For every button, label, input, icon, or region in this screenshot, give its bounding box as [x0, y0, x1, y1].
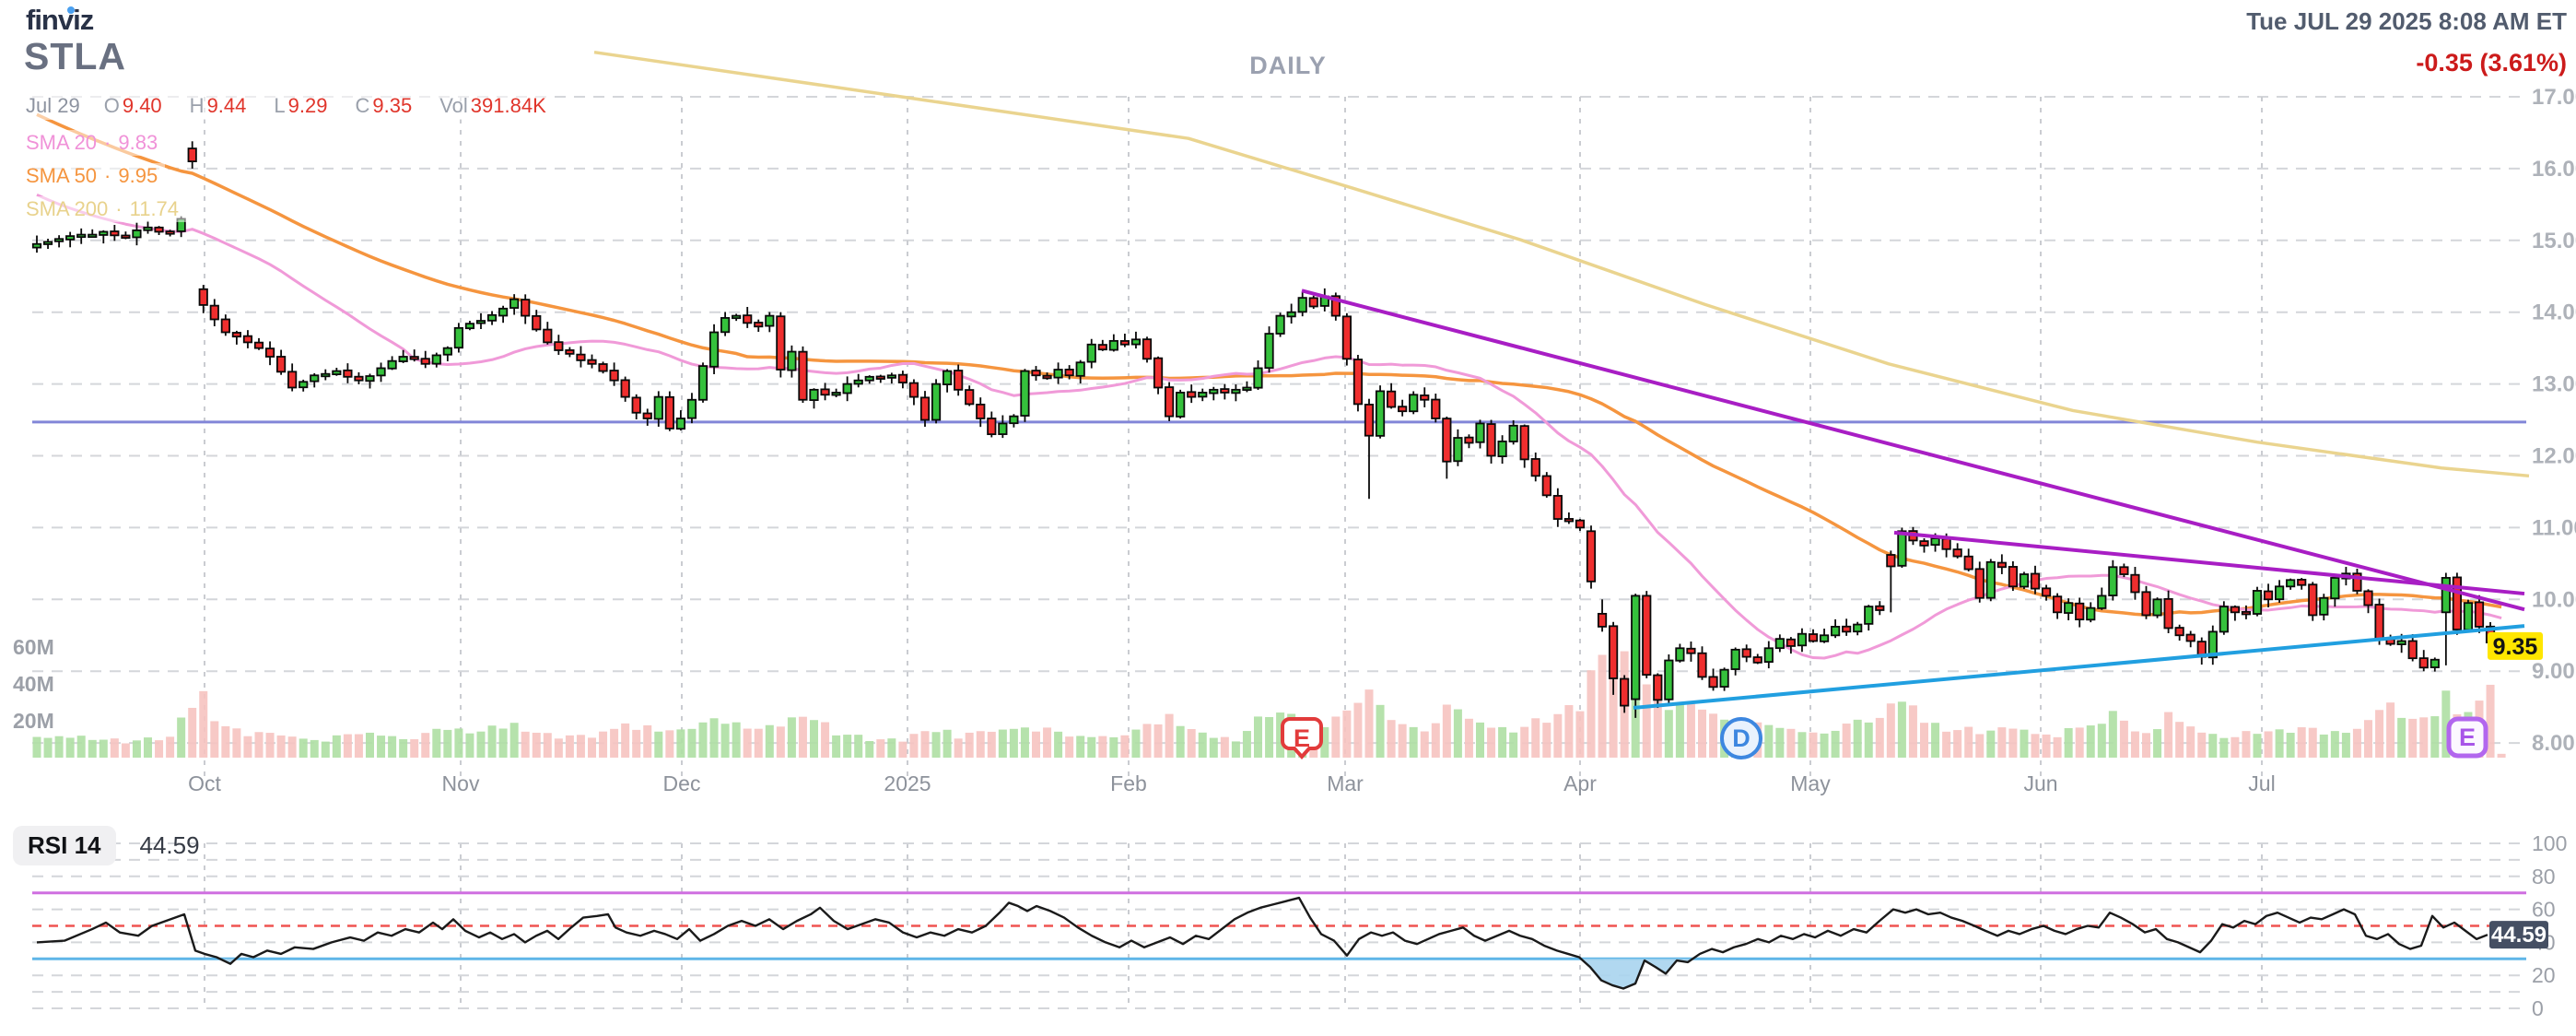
volume-tick-label: 60M [13, 635, 54, 659]
svg-text:D: D [1732, 724, 1751, 752]
month-label: Mar [1327, 771, 1364, 795]
header-right: Tue JUL 29 2025 8:08 AM ET -0.35 (3.61%) [2246, 0, 2567, 77]
month-label: Jun [2023, 771, 2057, 795]
high-value: 9.44 [206, 94, 247, 117]
price-tick-label: 11.00 [2532, 515, 2576, 540]
price-tick-label: 16.00 [2532, 157, 2576, 182]
rsi-tick-label: 0 [2532, 996, 2544, 1020]
candlesticks[interactable] [31, 141, 2507, 718]
volume-label: Vol [439, 94, 468, 117]
price-axis-labels: 17.00 16.00 15.00 14.00 13.00 12.00 11.00 10.00… [2532, 85, 2576, 756]
sma20-label: SMA 20 [26, 131, 98, 154]
price-tick-label: 8.00 [2532, 731, 2575, 756]
earnings-marker[interactable] [1281, 717, 1323, 760]
sma200-legend: SMA 200 · 11.74 [26, 196, 187, 222]
sma20-value: 9.83 [118, 131, 158, 154]
ticker-symbol: STLA [24, 35, 127, 77]
price-tick-label: 12.00 [2532, 444, 2576, 469]
rsi-tick-label: 100 [2532, 831, 2567, 855]
month-label: Oct [188, 771, 221, 795]
month-label: Apr [1563, 771, 1597, 795]
price-gridlines [32, 96, 2526, 745]
rsi-line [36, 896, 2488, 990]
price-tick-label: 14.00 [2532, 300, 2576, 325]
month-axis-labels[interactable]: Oct Nov Dec 2025 Feb Mar Apr May Jun Jul [188, 771, 2276, 795]
month-label: Dec [663, 771, 701, 795]
rsi-current-value: 44.59 [139, 831, 200, 859]
rsi-value-badge: 44.59 [2489, 921, 2548, 949]
volume-value: 391.84K [470, 94, 546, 117]
rsi-tick-label: 60 [2532, 898, 2556, 922]
sma200-label: SMA 200 [26, 197, 109, 220]
rsi-badge-label: 44.59 [2491, 923, 2547, 948]
price-tick-label: 13.00 [2532, 372, 2576, 397]
purple-down-1-trendline[interactable] [1301, 288, 2525, 612]
price-tick-label: 9.00 [2532, 659, 2575, 684]
price-change-label: -0.35 (3.61%) [2416, 49, 2567, 77]
finviz-logo-text: finviz [26, 4, 94, 36]
month-label: 2025 [884, 771, 931, 795]
price-tick-label: 17.00 [2532, 85, 2576, 110]
open-label: O [103, 94, 120, 117]
rsi-header: RSI 14 44.59 [13, 826, 200, 865]
sma20-legend: SMA 20 · 9.83 [26, 130, 166, 156]
timeframe-label: DAILY [1249, 52, 1327, 79]
rsi-indicator-label[interactable]: RSI 14 [13, 826, 116, 865]
volume-bars [32, 651, 2506, 758]
svg-text:E: E [1294, 724, 1310, 752]
sma200-line [593, 50, 2530, 478]
month-label: Nov [442, 771, 480, 795]
volume-axis-labels: 60M 40M 20M [13, 635, 54, 733]
last-price-badge: 9.35 [2488, 631, 2543, 660]
open-value: 9.40 [122, 94, 162, 117]
close-label: C [355, 94, 370, 117]
upcoming-earnings-marker[interactable] [2446, 716, 2488, 759]
low-value: 9.29 [287, 94, 328, 117]
volume-tick-label: 40M [13, 672, 54, 696]
rsi-pane[interactable] [32, 842, 2526, 1009]
datetime-label: Tue JUL 29 2025 8:08 AM ET [2246, 7, 2567, 35]
sma200-value: 11.74 [129, 197, 180, 220]
finviz-logo[interactable]: finviz [26, 4, 94, 37]
high-label: H [189, 94, 205, 117]
logo-dot-icon [67, 6, 75, 14]
ohlc-row: Jul 29 O 9.40 H 9.44 L 9.29 C 9.35 Vol 391.84K [26, 92, 554, 120]
last-price-label: 9.35 [2493, 634, 2538, 660]
ohlc-date: Jul 29 [26, 94, 80, 117]
purple-down-2-trendline[interactable] [1893, 530, 2525, 596]
close-value: 9.35 [372, 94, 413, 117]
svg-text:E: E [2459, 724, 2476, 751]
sma50-label: SMA 50 [26, 164, 98, 187]
month-label: Jul [2248, 771, 2275, 795]
month-label: May [1790, 771, 1831, 795]
sma50-legend: SMA 50 · 9.95 [26, 163, 166, 189]
rsi-tick-label: 20 [2532, 963, 2556, 987]
price-tick-label: 10.00 [2532, 587, 2576, 612]
volume-tick-label: 20M [13, 709, 54, 733]
rsi-axis-labels: 100806040200 [2532, 831, 2567, 1020]
low-label: L [274, 94, 286, 117]
dividend-marker[interactable] [1720, 717, 1762, 759]
rsi-tick-label: 80 [2532, 865, 2556, 889]
month-label: Feb [1110, 771, 1147, 795]
sma50-value: 9.95 [118, 164, 158, 187]
price-tick-label: 15.00 [2532, 229, 2576, 253]
month-gridlines [204, 97, 2263, 1008]
cyan-support-trendline[interactable] [1633, 624, 2525, 710]
